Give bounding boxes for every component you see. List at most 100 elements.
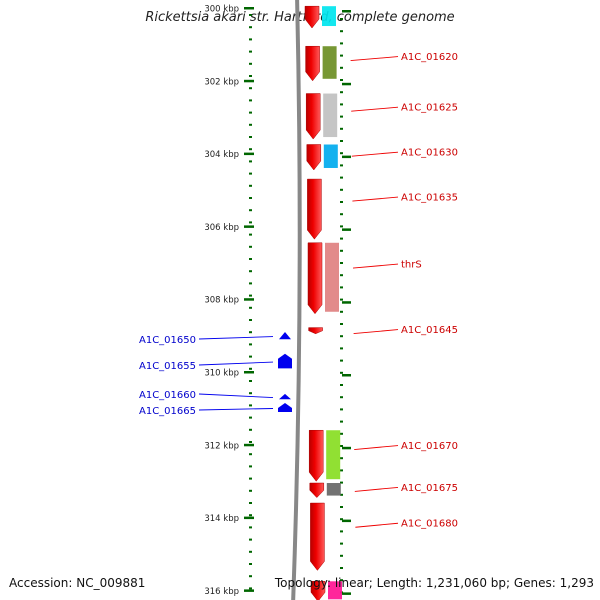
minor-tick xyxy=(249,197,252,199)
scale-tick xyxy=(244,298,254,301)
minor-tick xyxy=(340,237,343,240)
minor-tick xyxy=(249,294,252,297)
forward-gene-leader xyxy=(355,522,399,528)
minor-tick xyxy=(249,343,252,346)
scale-tick xyxy=(244,7,254,10)
scale-label: 304 kbp xyxy=(204,150,239,160)
cog-color-bar xyxy=(323,93,338,138)
forward-gene-label: A1C_01620 xyxy=(401,52,458,63)
forward-gene-arrow xyxy=(307,178,322,240)
forward-gene-arrow xyxy=(304,5,320,29)
minor-tick xyxy=(249,563,252,565)
minor-tick xyxy=(249,575,252,578)
minor-tick xyxy=(249,87,252,90)
forward-gene-label: thrS xyxy=(401,260,422,271)
minor-tick xyxy=(340,249,343,252)
minor-tick xyxy=(340,384,343,386)
minor-tick xyxy=(340,54,343,57)
minor-tick xyxy=(340,469,343,472)
minor-tick xyxy=(340,518,343,521)
minor-tick xyxy=(249,502,252,504)
scale-tick xyxy=(244,225,254,228)
scale-label: 308 kbp xyxy=(204,296,239,306)
scale-label: 314 kbp xyxy=(204,514,239,524)
minor-tick xyxy=(249,477,252,480)
minor-tick xyxy=(249,136,252,138)
map-title: Rickettsia akari str. Hartford, complete… xyxy=(145,10,455,25)
minor-tick xyxy=(340,420,343,423)
minor-tick xyxy=(340,298,343,301)
minor-tick xyxy=(340,530,343,533)
minor-tick xyxy=(340,579,343,582)
scale-tick-right xyxy=(342,446,351,450)
minor-tick xyxy=(340,347,343,350)
minor-tick xyxy=(249,111,252,114)
minor-tick xyxy=(340,42,343,45)
minor-tick xyxy=(249,270,252,273)
minor-tick xyxy=(340,335,343,338)
reverse-gene-label: A1C_01655 xyxy=(139,361,196,372)
scale-label: 316 kbp xyxy=(204,587,239,597)
minor-tick xyxy=(249,587,252,590)
minor-tick xyxy=(249,331,252,334)
forward-gene-arrow xyxy=(308,429,324,482)
minor-tick xyxy=(249,245,252,248)
minor-tick xyxy=(340,493,343,496)
minor-tick xyxy=(340,30,343,33)
minor-tick xyxy=(340,201,343,203)
minor-tick xyxy=(340,506,343,508)
minor-tick xyxy=(340,140,343,142)
reverse-gene-label: A1C_01660 xyxy=(139,390,196,401)
minor-tick xyxy=(340,66,343,69)
reverse-gene-label: A1C_01665 xyxy=(139,406,196,417)
forward-gene-arrow xyxy=(309,482,325,498)
scale-tick-right xyxy=(342,82,351,86)
minor-tick xyxy=(249,221,252,224)
reverse-gene-leader xyxy=(198,393,274,399)
minor-tick xyxy=(340,567,343,569)
minor-tick xyxy=(340,445,343,447)
scale-tick xyxy=(244,516,254,520)
scale-label: 306 kbp xyxy=(204,223,239,233)
forward-gene-leader xyxy=(354,486,399,492)
minor-tick xyxy=(340,79,343,81)
reverse-gene-arrow xyxy=(279,393,291,400)
minor-tick xyxy=(340,127,343,130)
minor-tick xyxy=(340,115,343,118)
scale-tick-right xyxy=(342,228,351,231)
minor-tick xyxy=(340,164,343,167)
minor-tick xyxy=(340,103,343,106)
minor-tick xyxy=(249,282,252,285)
scale-label: 302 kbp xyxy=(204,77,239,87)
minor-tick xyxy=(340,152,343,155)
minor-tick xyxy=(340,286,343,289)
cog-color-bar xyxy=(323,144,338,168)
minor-tick xyxy=(340,432,343,435)
minor-tick xyxy=(249,233,252,236)
forward-gene-label: A1C_01630 xyxy=(401,148,458,159)
reverse-gene-leader xyxy=(198,408,274,411)
minor-tick xyxy=(340,262,343,264)
forward-gene-arrow xyxy=(307,242,323,315)
minor-tick xyxy=(340,542,343,545)
minor-tick xyxy=(249,26,252,29)
cog-color-bar xyxy=(325,242,339,312)
cog-color-bar xyxy=(328,581,342,600)
forward-gene-arrow xyxy=(306,144,322,171)
scale-tick xyxy=(244,79,254,83)
forward-gene-leader xyxy=(354,445,399,450)
minor-tick xyxy=(249,148,252,151)
scale-tick xyxy=(244,371,254,374)
minor-tick xyxy=(340,408,343,411)
scale-tick-right xyxy=(342,301,351,304)
scale-tick-right xyxy=(342,374,351,377)
minor-tick xyxy=(340,18,343,20)
forward-gene-leader xyxy=(352,196,399,202)
minor-tick xyxy=(249,50,252,53)
minor-tick xyxy=(249,416,252,419)
minor-tick xyxy=(340,371,343,374)
minor-tick xyxy=(340,554,343,557)
minor-tick xyxy=(340,176,343,179)
